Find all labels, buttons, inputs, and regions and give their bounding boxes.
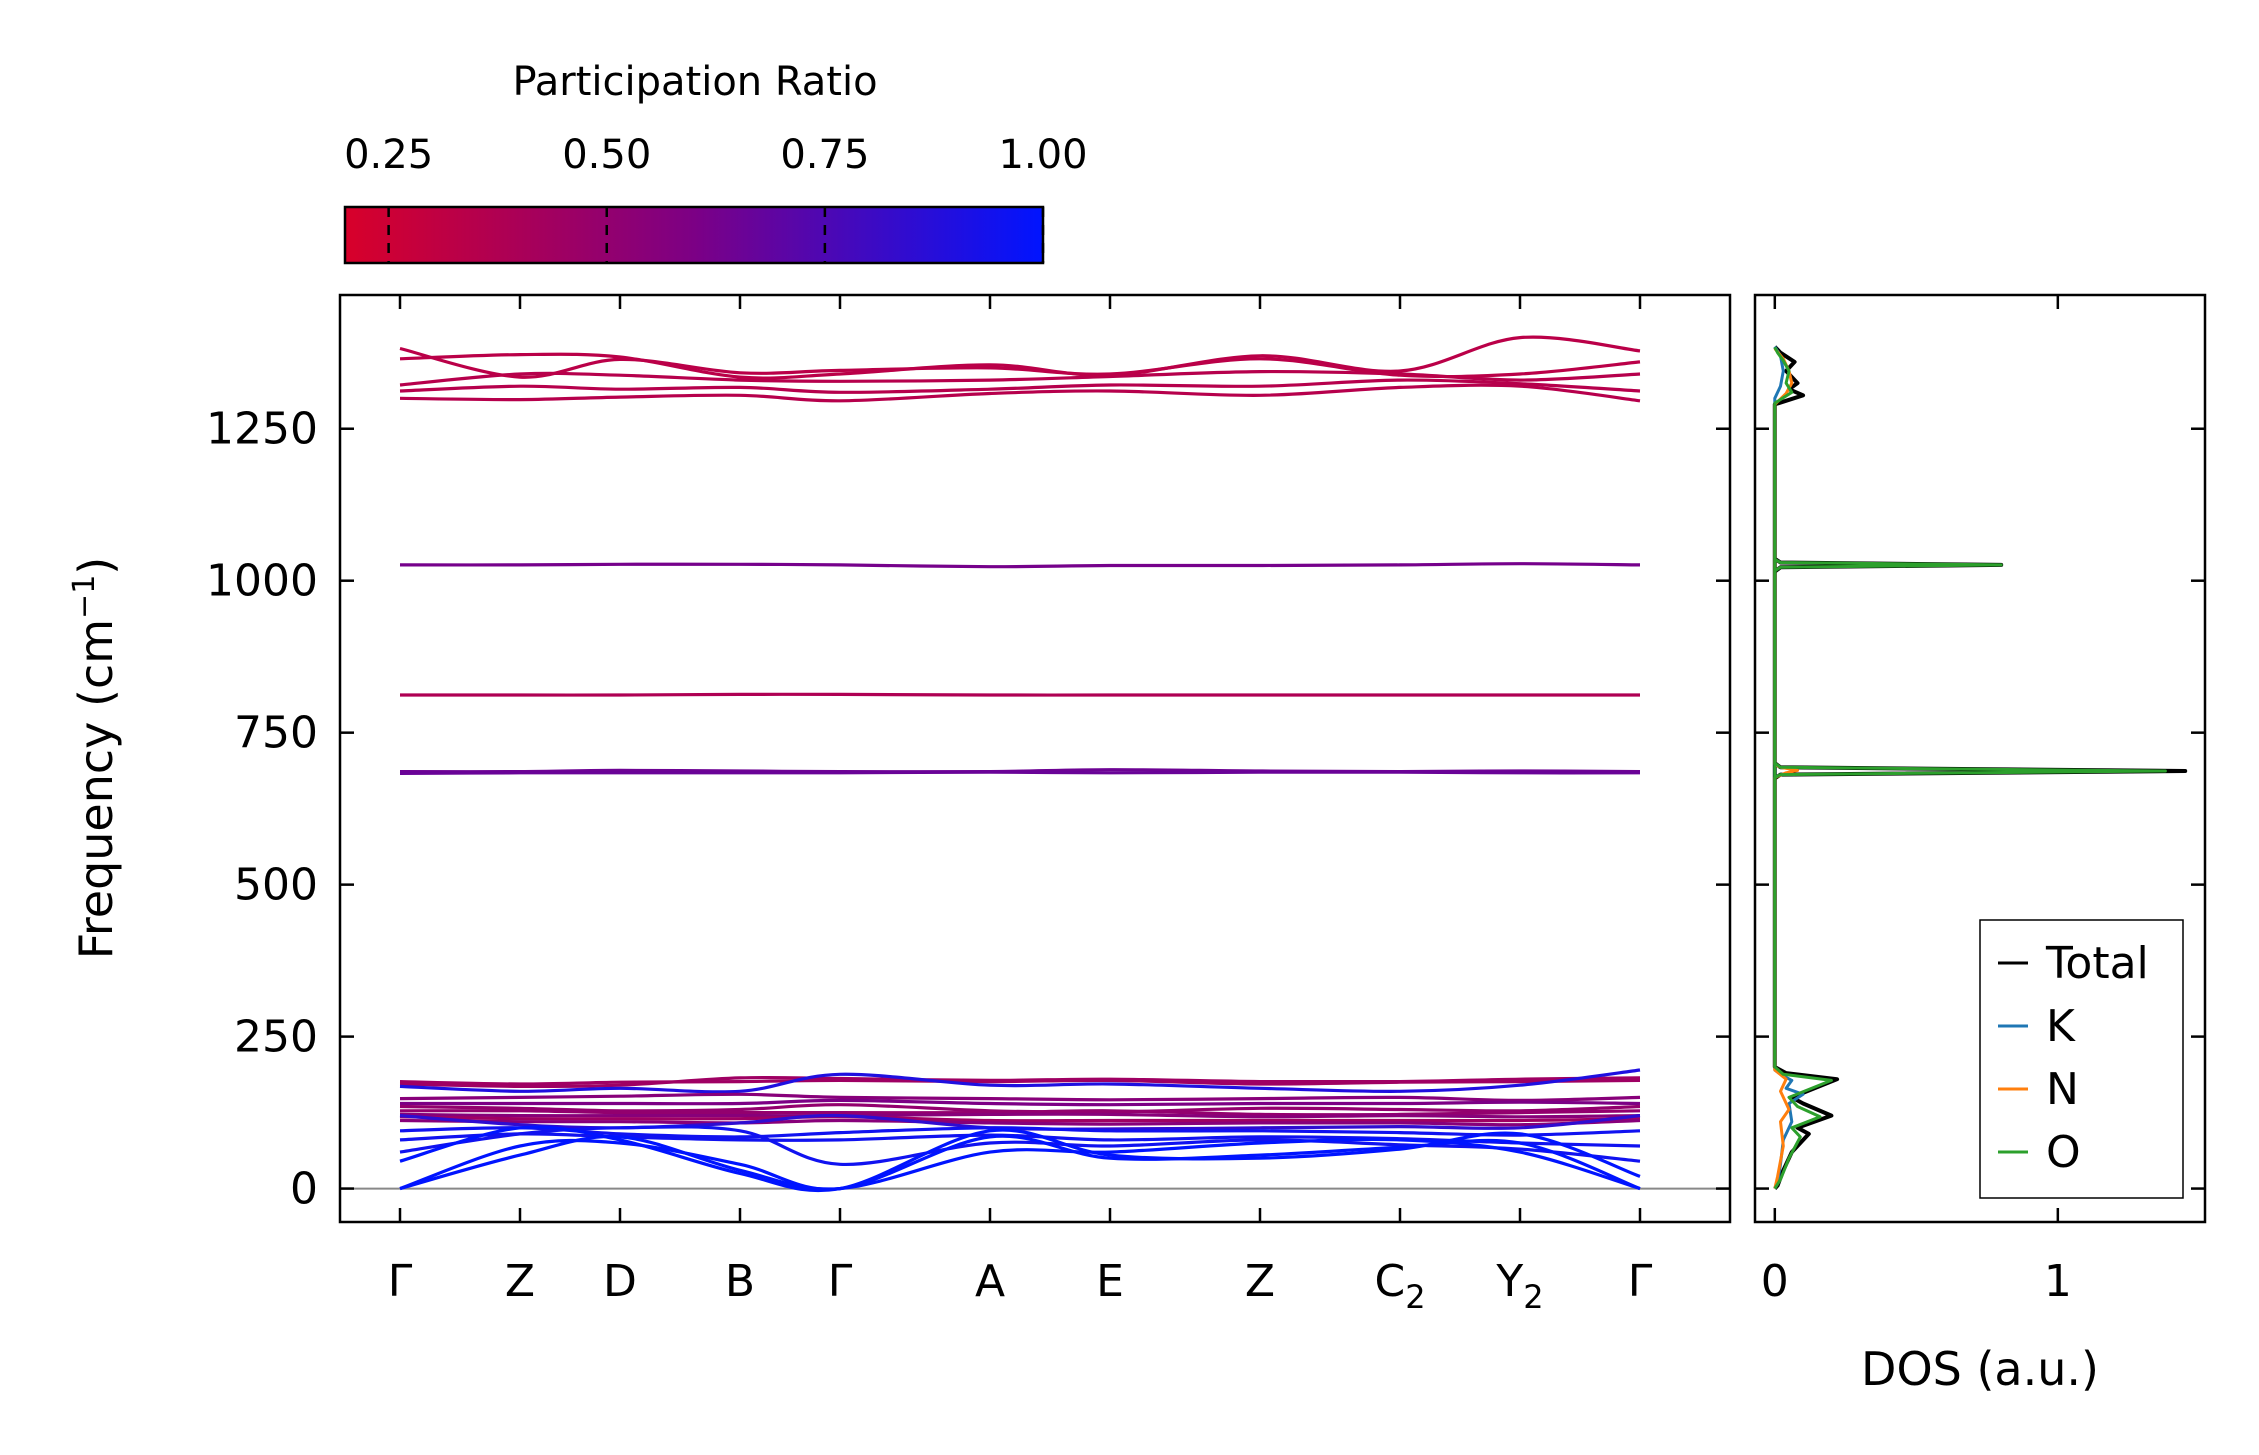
colorbar-tick-label: 0.75 [780, 132, 869, 178]
band-y-tick-label: 1000 [206, 556, 318, 607]
dos-x-tick-label: 1 [2044, 1256, 2072, 1307]
band-line [399, 1109, 1641, 1117]
band-line [399, 770, 1641, 775]
band-line [399, 346, 1641, 379]
colorbar-tick-label: 0.50 [562, 132, 651, 178]
dos-x-axis-label: DOS (a.u.) [1861, 1342, 2099, 1396]
band-line [399, 1126, 1641, 1139]
band-line [400, 692, 1640, 697]
band-line [400, 1098, 1641, 1107]
kpoint-label: B [725, 1256, 755, 1307]
legend-label: K [2046, 1001, 2076, 1052]
dos-legend: Total KNO [1979, 919, 2184, 1199]
colorbar-ticks: 0.25 0.50 0.75 1.00 [344, 132, 1088, 263]
colorbar-gradient [343, 205, 1045, 265]
band-x-axis: Γ Z D B Γ A E Z C2 Y2 Γ [388, 295, 1653, 1316]
legend-label: Total [2045, 938, 2149, 989]
band-y-axis-label: Frequency (cm−1) [67, 557, 123, 960]
dos-series-line [1773, 347, 1799, 1189]
band-line [399, 1103, 1641, 1114]
band-line [399, 335, 1641, 380]
kpoint-label: A [975, 1256, 1005, 1307]
band-line [399, 1112, 1641, 1119]
band-y-tick-label: 1250 [206, 404, 318, 455]
kpoint-label: C2 [1374, 1256, 1425, 1316]
kpoint-label: Z [1245, 1256, 1275, 1307]
band-y-tick-label: 500 [234, 860, 318, 911]
dos-lines [1772, 345, 2188, 1190]
kpoint-label: Γ [1628, 1256, 1653, 1307]
ylabel-superscript: −1 [67, 575, 102, 619]
band-line [399, 378, 1641, 394]
dos-x-tick-label: 0 [1761, 1256, 1789, 1307]
ylabel-close: ) [69, 557, 123, 575]
band-structure-panel: 0 250 500 750 1000 1250 Γ Z D B Γ A E Z C2 Y2 Γ Frequen… [67, 293, 1732, 1316]
dos-series-line [1773, 346, 2167, 1190]
legend-label: N [2046, 1064, 2079, 1115]
band-axes-frame [338, 293, 1732, 1224]
kpoint-label: Γ [828, 1256, 853, 1307]
legend-label: O [2046, 1127, 2081, 1178]
band-line [399, 1068, 1641, 1094]
kpoint-label: Γ [388, 1256, 413, 1307]
colorbar: Participation Ratio 0.25 0.50 0.75 1.00 [343, 59, 1088, 265]
band-y-tick-label: 250 [234, 1012, 318, 1063]
kpoint-label: Z [505, 1256, 535, 1307]
band-y-tick-label: 0 [290, 1164, 318, 1215]
band-y-axis: 0 250 500 750 1000 1250 [206, 404, 1730, 1215]
band-line [399, 1118, 1641, 1127]
dos-y-ticks [1755, 427, 2205, 1190]
band-line [399, 562, 1641, 569]
dos-axes-frame [1753, 293, 2207, 1224]
band-line [399, 383, 1641, 403]
band-line [399, 1125, 1641, 1193]
kpoint-label: Y2 [1495, 1256, 1543, 1316]
kpoint-label: D [603, 1256, 637, 1307]
ylabel-main: Frequency (cm [69, 619, 123, 959]
band-line [399, 1115, 1641, 1123]
colorbar-tick-label: 1.00 [998, 132, 1087, 178]
kpoint-label: E [1096, 1256, 1124, 1307]
band-y-tick-label: 750 [234, 708, 318, 759]
band-line [399, 369, 1641, 387]
band-line [399, 1075, 1641, 1089]
band-line [399, 1092, 1641, 1103]
colorbar-title: Participation Ratio [512, 59, 877, 105]
colorbar-tick-label: 0.25 [344, 132, 433, 178]
band-line [399, 1134, 1641, 1191]
band-lines [399, 335, 1641, 1193]
